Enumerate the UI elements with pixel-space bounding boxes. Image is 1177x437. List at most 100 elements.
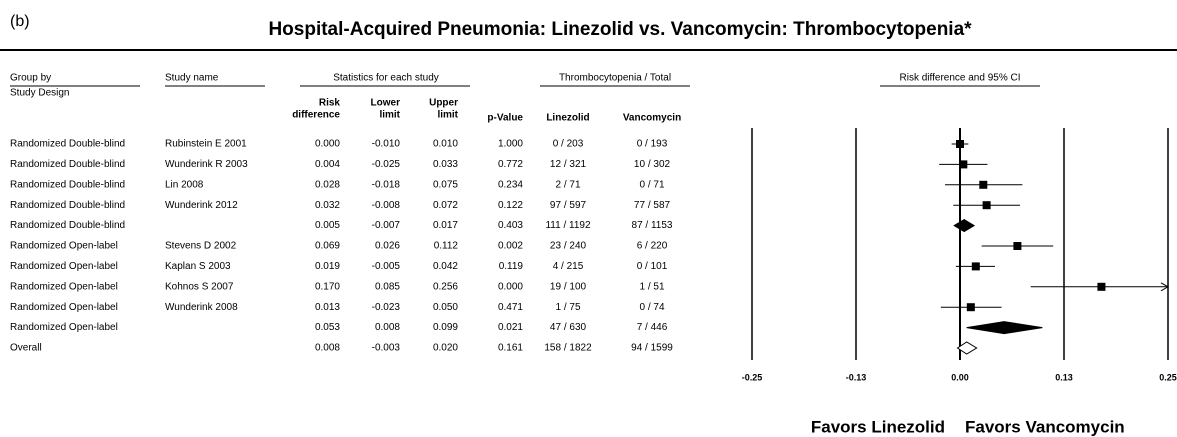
p-value: 1.000 xyxy=(498,139,523,150)
p-value: 0.403 xyxy=(498,220,523,231)
lower-limit: 0.008 xyxy=(375,322,400,333)
p-value: 0.000 xyxy=(498,281,523,292)
vancomycin: 10 / 302 xyxy=(634,159,671,170)
study-name: Kohnos S 2007 xyxy=(165,281,234,292)
risk-difference: 0.013 xyxy=(315,302,340,313)
p-value: 0.471 xyxy=(498,302,523,313)
risk-difference: 0.053 xyxy=(315,322,340,333)
header: p-Value xyxy=(487,113,523,124)
point xyxy=(1097,282,1106,291)
upper-limit: 0.256 xyxy=(433,281,458,292)
linezolid: 19 / 100 xyxy=(550,281,587,292)
study-design: Randomized Open-label xyxy=(10,322,118,333)
risk-difference: 0.170 xyxy=(315,281,340,292)
x-tick-label: 0.13 xyxy=(1055,372,1073,382)
linezolid: 0 / 203 xyxy=(553,139,584,150)
lower-limit: -0.005 xyxy=(372,261,401,272)
header: Group by xyxy=(10,73,51,84)
header: Lower xyxy=(371,98,401,109)
header: Linezolid xyxy=(546,113,589,124)
header: Upper xyxy=(429,98,458,109)
header: Study name xyxy=(165,73,219,84)
study-design: Randomized Double-blind xyxy=(10,220,125,231)
linezolid: 2 / 71 xyxy=(555,179,580,190)
upper-limit: 0.017 xyxy=(433,220,458,231)
upper-limit: 0.010 xyxy=(433,139,458,150)
vancomycin: 7 / 446 xyxy=(637,322,668,333)
vancomycin: 6 / 220 xyxy=(637,241,668,252)
lower-limit: -0.003 xyxy=(372,343,401,354)
study-name: Stevens D 2002 xyxy=(165,241,237,252)
header: limit xyxy=(437,110,458,121)
linezolid: 4 / 215 xyxy=(553,261,584,272)
risk-difference: 0.005 xyxy=(315,220,340,231)
linezolid: 97 / 597 xyxy=(550,200,587,211)
upper-limit: 0.033 xyxy=(433,159,458,170)
study-design: Randomized Open-label xyxy=(10,241,118,252)
header: Risk xyxy=(319,98,341,109)
point xyxy=(1013,242,1022,250)
upper-limit: 0.072 xyxy=(433,200,458,211)
risk-difference: 0.019 xyxy=(315,261,340,272)
study-design: Randomized Double-blind xyxy=(10,139,125,150)
diamond xyxy=(953,219,976,233)
linezolid: 23 / 240 xyxy=(550,241,587,252)
header: limit xyxy=(379,110,400,121)
p-value: 0.122 xyxy=(498,200,523,211)
lower-limit: -0.018 xyxy=(372,179,401,190)
vancomycin: 94 / 1599 xyxy=(631,343,673,354)
study-design: Randomized Open-label xyxy=(10,281,118,292)
upper-limit: 0.042 xyxy=(433,261,458,272)
study-name: Lin 2008 xyxy=(165,179,204,190)
lower-limit: 0.085 xyxy=(375,281,400,292)
lower-limit: -0.025 xyxy=(372,159,401,170)
linezolid: 158 / 1822 xyxy=(544,343,592,354)
vancomycin: 1 / 51 xyxy=(639,281,664,292)
risk-difference: 0.032 xyxy=(315,200,340,211)
favors-left: Favors Linezolid xyxy=(811,417,945,436)
diamond xyxy=(956,341,978,355)
study-name: Wunderink 2008 xyxy=(165,302,238,313)
risk-difference: 0.008 xyxy=(315,343,340,354)
point xyxy=(979,180,988,189)
study-name: Kaplan S 2003 xyxy=(165,261,231,272)
lower-limit: -0.010 xyxy=(372,139,401,150)
upper-limit: 0.112 xyxy=(434,241,459,252)
point xyxy=(971,262,980,271)
point xyxy=(966,303,975,312)
panel-label: (b) xyxy=(10,13,30,30)
linezolid: 1 / 75 xyxy=(555,302,580,313)
risk-difference: 0.069 xyxy=(315,241,340,252)
x-tick-label: -0.13 xyxy=(846,372,867,382)
vancomycin: 0 / 71 xyxy=(639,179,664,190)
study-design: Randomized Open-label xyxy=(10,302,118,313)
study-design: Randomized Open-label xyxy=(10,261,118,272)
p-value: 0.161 xyxy=(498,343,523,354)
linezolid: 12 / 321 xyxy=(550,159,587,170)
header: Thrombocytopenia / Total xyxy=(559,73,671,84)
arrow xyxy=(1160,282,1170,292)
chart-title: Hospital-Acquired Pneumonia: Linezolid v… xyxy=(268,19,972,40)
vancomycin: 0 / 74 xyxy=(639,302,664,313)
x-tick-label: -0.25 xyxy=(742,372,763,382)
upper-limit: 0.050 xyxy=(433,302,458,313)
risk-difference: 0.004 xyxy=(315,159,340,170)
upper-limit: 0.099 xyxy=(433,322,458,333)
favors-right: Favors Vancomycin xyxy=(965,417,1125,436)
header: Vancomycin xyxy=(623,113,681,124)
study-name: Wunderink R 2003 xyxy=(165,159,248,170)
lower-limit: -0.007 xyxy=(372,220,401,231)
x-tick-label: 0.00 xyxy=(951,372,969,382)
study-design: Randomized Double-blind xyxy=(10,179,125,190)
x-tick-label: 0.25 xyxy=(1159,372,1177,382)
study-design: Overall xyxy=(10,343,42,354)
point xyxy=(956,140,964,148)
header: Study Design xyxy=(10,88,69,99)
p-value: 0.772 xyxy=(498,159,523,170)
point xyxy=(959,160,968,169)
study-design: Randomized Double-blind xyxy=(10,159,125,170)
header: difference xyxy=(292,110,340,121)
vancomycin: 0 / 193 xyxy=(637,139,668,150)
header: Risk difference and 95% CI xyxy=(900,73,1021,84)
